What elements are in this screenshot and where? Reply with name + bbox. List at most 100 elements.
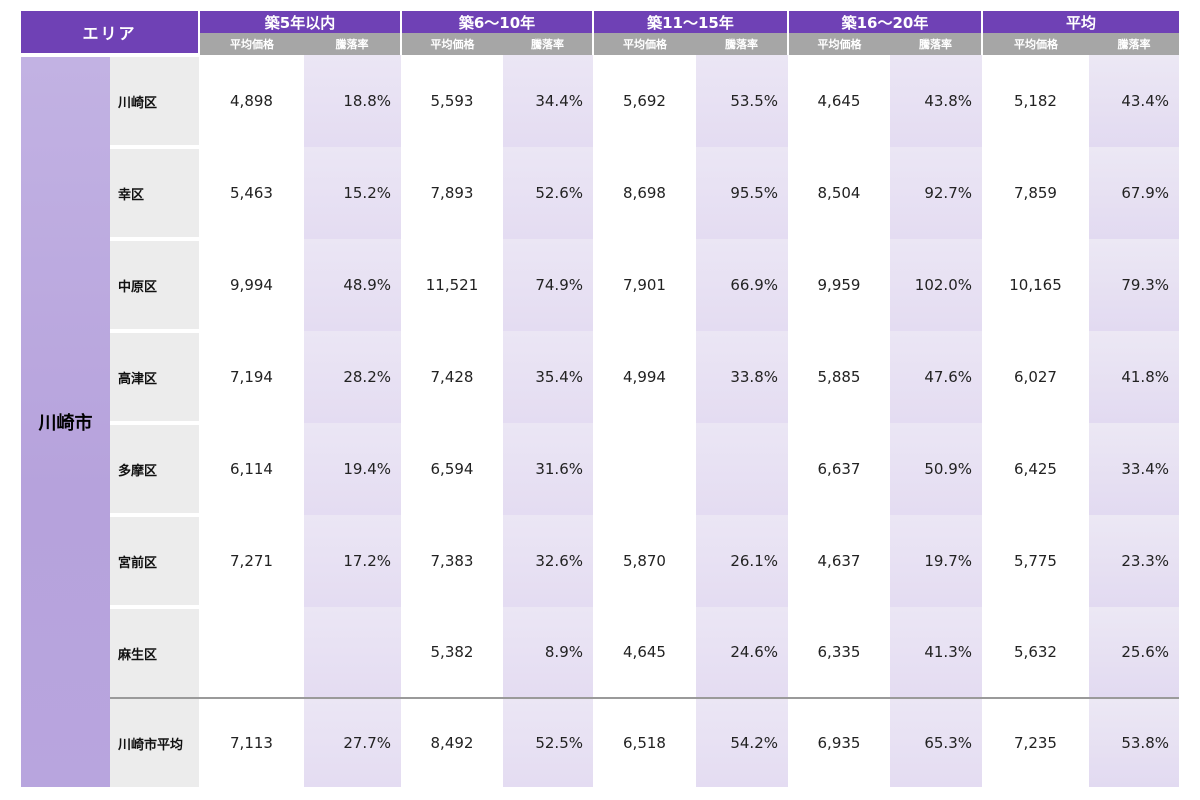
price-cell: 6,425 [982, 423, 1089, 515]
rate-cell: 48.9% [304, 239, 401, 331]
table-row: 麻生区 5,382 8.9% 4,645 24.6% 6,335 41.3% 5,632 25.… [21, 605, 1179, 698]
sub-header-rate: 騰落率 [696, 33, 788, 55]
rate-cell: 102.0% [890, 239, 982, 331]
rate-cell: 15.2% [304, 147, 401, 239]
ward-label: 宮前区 [110, 513, 199, 607]
rate-cell: 41.8% [1089, 331, 1179, 423]
rate-cell [304, 607, 401, 698]
price-cell: 4,645 [593, 607, 696, 698]
rate-cell: 33.8% [696, 331, 788, 423]
rate-cell: 26.1% [696, 515, 788, 607]
rate-cell: 34.4% [503, 55, 593, 147]
table-row: 中原区 9,994 48.9% 11,521 74.9% 7,901 66.9% 9,959 1… [21, 237, 1179, 331]
rate-cell: 41.3% [890, 607, 982, 698]
rate-cell: 54.2% [696, 697, 788, 787]
ward-label: 高津区 [110, 329, 199, 423]
price-table-container: エリア 築5年以内 築6〜10年 築11〜15年 築16〜20年 平均 平均価格… [21, 11, 1179, 787]
ward-label: 川崎区 [110, 53, 199, 147]
price-cell [199, 607, 304, 698]
rate-cell: 19.7% [890, 515, 982, 607]
city-label: 川崎市 [21, 53, 110, 787]
price-cell: 7,859 [982, 147, 1089, 239]
price-cell: 11,521 [401, 239, 503, 331]
price-cell [593, 423, 696, 515]
rate-cell: 25.6% [1089, 607, 1179, 698]
price-cell: 5,692 [593, 55, 696, 147]
rate-cell: 50.9% [890, 423, 982, 515]
rate-cell: 92.7% [890, 147, 982, 239]
table-row: 川崎市 川崎区 4,898 18.8% 5,593 34.4% 5,692 53.5% 4,64… [21, 53, 1179, 787]
price-cell: 8,698 [593, 147, 696, 239]
rate-cell: 18.8% [304, 55, 401, 147]
rate-cell: 47.6% [890, 331, 982, 423]
price-cell: 7,383 [401, 515, 503, 607]
rate-cell: 74.9% [503, 239, 593, 331]
rate-cell [696, 423, 788, 515]
price-cell: 7,428 [401, 331, 503, 423]
sub-header-price: 平均価格 [787, 33, 890, 55]
price-cell: 6,518 [593, 697, 696, 787]
price-cell: 7,113 [199, 697, 304, 787]
price-table: エリア 築5年以内 築6〜10年 築11〜15年 築16〜20年 平均 平均価格… [21, 11, 1179, 787]
sub-header-price: 平均価格 [198, 33, 304, 55]
price-cell: 5,182 [982, 55, 1089, 147]
table-body: 川崎市 川崎区 4,898 18.8% 5,593 34.4% 5,692 53.5% 4,64… [21, 53, 1179, 787]
table-row: 高津区 7,194 28.2% 7,428 35.4% 4,994 33.8% 5,885 47… [21, 329, 1179, 423]
price-cell: 5,775 [982, 515, 1089, 607]
rate-cell: 43.4% [1089, 55, 1179, 147]
rate-cell: 53.5% [696, 55, 788, 147]
sub-header-rate: 騰落率 [304, 33, 401, 55]
rate-cell: 95.5% [696, 147, 788, 239]
group-header-11-15: 築11〜15年 [592, 11, 788, 33]
price-cell: 6,027 [982, 331, 1089, 423]
ward-label: 川崎市平均 [110, 697, 199, 787]
price-cell: 5,885 [788, 331, 890, 423]
sub-header-rate: 騰落率 [890, 33, 982, 55]
price-cell: 6,114 [199, 423, 304, 515]
group-header-within5: 築5年以内 [198, 11, 401, 33]
price-cell: 4,637 [788, 515, 890, 607]
price-cell: 7,901 [593, 239, 696, 331]
ward-label: 幸区 [110, 145, 199, 239]
group-header-16-20: 築16〜20年 [787, 11, 982, 33]
price-cell: 9,994 [199, 239, 304, 331]
rate-cell: 31.6% [503, 423, 593, 515]
sub-header-price: 平均価格 [981, 33, 1089, 55]
rate-cell: 65.3% [890, 697, 982, 787]
price-cell: 6,637 [788, 423, 890, 515]
sub-header-price: 平均価格 [592, 33, 696, 55]
rate-cell: 53.8% [1089, 697, 1179, 787]
rate-cell: 43.8% [890, 55, 982, 147]
group-header-average: 平均 [981, 11, 1179, 33]
price-cell: 5,463 [199, 147, 304, 239]
average-row: 川崎市平均 7,113 27.7% 8,492 52.5% 6,518 54.2% 6,935… [21, 697, 1179, 787]
rate-cell: 66.9% [696, 239, 788, 331]
price-cell: 6,935 [788, 697, 890, 787]
price-cell: 5,632 [982, 607, 1089, 698]
rate-cell: 27.7% [304, 697, 401, 787]
price-cell: 9,959 [788, 239, 890, 331]
rate-cell: 79.3% [1089, 239, 1179, 331]
price-cell: 5,593 [401, 55, 503, 147]
rate-cell: 17.2% [304, 515, 401, 607]
rate-cell: 33.4% [1089, 423, 1179, 515]
table-row: 幸区 5,463 15.2% 7,893 52.6% 8,698 95.5% 8,504 92.… [21, 145, 1179, 239]
rate-cell: 24.6% [696, 607, 788, 698]
group-header-6-10: 築6〜10年 [400, 11, 593, 33]
table-row: 宮前区 7,271 17.2% 7,383 32.6% 5,870 26.1% 4,637 19… [21, 513, 1179, 607]
rate-cell: 35.4% [503, 331, 593, 423]
rate-cell: 67.9% [1089, 147, 1179, 239]
price-cell: 8,492 [401, 697, 503, 787]
price-cell: 4,645 [788, 55, 890, 147]
price-cell: 7,271 [199, 515, 304, 607]
price-cell: 4,994 [593, 331, 696, 423]
price-cell: 4,898 [199, 55, 304, 147]
price-cell: 8,504 [788, 147, 890, 239]
price-cell: 6,335 [788, 607, 890, 698]
ward-label: 多摩区 [110, 421, 199, 515]
rate-cell: 52.6% [503, 147, 593, 239]
ward-label: 中原区 [110, 237, 199, 331]
header-group-row: エリア 築5年以内 築6〜10年 築11〜15年 築16〜20年 平均 [21, 11, 1179, 55]
header-sub-row: 平均価格 騰落率 平均価格 騰落率 平均価格 騰落率 平均価格 騰落率 平均価格… [21, 33, 1179, 55]
ward-label: 麻生区 [110, 605, 199, 698]
